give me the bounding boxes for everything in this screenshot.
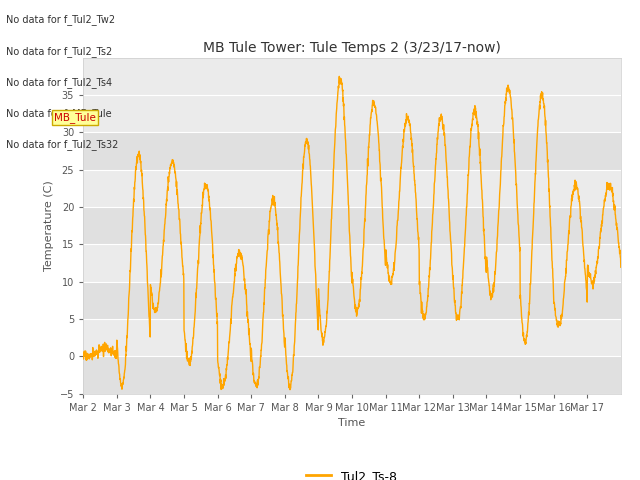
Text: No data for f_MB_Tule: No data for f_MB_Tule <box>6 108 112 119</box>
Bar <box>83 282 621 319</box>
Bar <box>83 319 621 356</box>
Legend: Tul2_Ts-8: Tul2_Ts-8 <box>301 465 403 480</box>
Text: No data for f_Tul2_Ts4: No data for f_Tul2_Ts4 <box>6 77 113 88</box>
Bar <box>83 244 621 282</box>
Title: MB Tule Tower: Tule Temps 2 (3/23/17-now): MB Tule Tower: Tule Temps 2 (3/23/17-now… <box>203 41 501 55</box>
Bar <box>83 169 621 207</box>
Bar <box>83 356 621 394</box>
Bar <box>83 207 621 244</box>
Bar <box>83 95 621 132</box>
X-axis label: Time: Time <box>339 418 365 428</box>
Y-axis label: Temperature (C): Temperature (C) <box>44 180 54 271</box>
Text: MB_Tule: MB_Tule <box>54 112 96 123</box>
Bar <box>83 132 621 169</box>
Text: No data for f_Tul2_Ts2: No data for f_Tul2_Ts2 <box>6 46 113 57</box>
Text: No data for f_Tul2_Ts32: No data for f_Tul2_Ts32 <box>6 139 119 150</box>
Text: No data for f_Tul2_Tw2: No data for f_Tul2_Tw2 <box>6 14 116 25</box>
